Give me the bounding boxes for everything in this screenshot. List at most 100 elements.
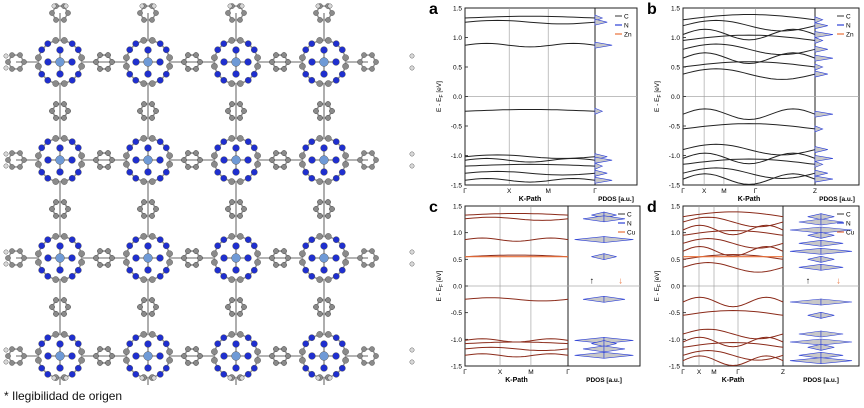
nitrogen-atom — [332, 272, 340, 280]
pdos-peak — [594, 176, 613, 184]
k-tick-label: M — [721, 188, 726, 195]
carbon-atom — [185, 346, 191, 352]
carbon-atom — [35, 152, 42, 160]
nitrogen-atom — [244, 40, 252, 48]
nitrogen-atom — [220, 272, 228, 280]
carbon-atom — [324, 178, 332, 185]
carbon-atom — [228, 135, 236, 142]
k-tick-label: X — [498, 369, 503, 376]
carbon-atom — [237, 213, 243, 219]
carbon-atom — [373, 157, 379, 163]
nitrogen-atom — [302, 364, 310, 372]
y-tick-label: 1.0 — [671, 230, 680, 237]
y-axis-label-unit: [eV] — [436, 81, 443, 95]
band-line — [464, 177, 596, 183]
nitrogen-atom — [244, 58, 252, 66]
carbon-atom — [148, 178, 156, 185]
nitrogen-atom — [68, 58, 76, 66]
pdos-peak — [807, 311, 822, 319]
nitrogen-atom — [56, 168, 64, 176]
carbon-atom — [109, 157, 115, 163]
carbon-atom — [281, 262, 287, 268]
pdos-peak — [789, 357, 822, 364]
carbon-atom — [53, 101, 59, 107]
pdos-peak — [814, 22, 828, 30]
y-tick-label: 0.5 — [671, 65, 680, 72]
pdos-peak — [789, 298, 822, 306]
band-line — [464, 42, 596, 48]
carbon-atom — [61, 213, 67, 219]
hydrogen-atom — [227, 3, 233, 9]
carbon-atom — [236, 80, 244, 87]
carbon-atom — [273, 164, 279, 170]
carbon-atom — [78, 152, 85, 160]
carbon-atom — [324, 331, 332, 338]
nitrogen-atom — [308, 138, 316, 146]
nitrogen-atom — [250, 340, 258, 348]
hydrogen-atom — [3, 163, 9, 169]
nitrogen-atom — [332, 370, 340, 378]
carbon-atom — [193, 66, 199, 72]
band-line — [682, 34, 816, 41]
nitrogen-atom — [250, 46, 258, 54]
carbon-atom — [78, 160, 85, 168]
carbon-atom — [9, 248, 15, 254]
hydrogen-atom — [3, 261, 9, 267]
carbon-atom — [281, 52, 287, 58]
carbon-atom — [313, 108, 319, 114]
legend-label: Cu — [846, 229, 855, 236]
carbon-atom — [236, 276, 244, 283]
carbon-atom — [361, 346, 367, 352]
carbon-atom — [329, 10, 335, 16]
carbon-atom — [229, 115, 235, 121]
metal-atom — [55, 253, 65, 263]
hydrogen-atom — [239, 375, 245, 381]
hydrogen-atom — [327, 3, 333, 9]
pdos-peak — [820, 357, 853, 364]
nitrogen-atom — [338, 340, 346, 348]
band-line — [464, 19, 596, 25]
k-tick-label: Γ — [593, 188, 597, 195]
hydrogen-atom — [151, 3, 157, 9]
nitrogen-atom — [44, 138, 52, 146]
nitrogen-atom — [132, 138, 140, 146]
carbon-atom — [166, 160, 173, 168]
hydrogen-atom — [409, 359, 415, 365]
carbon-atom — [373, 59, 379, 65]
carbon-atom — [193, 360, 199, 366]
hydrogen-atom — [151, 375, 157, 381]
carbon-atom — [299, 152, 306, 160]
carbon-atom — [185, 66, 191, 72]
pdos-peak — [798, 239, 822, 247]
carbon-atom — [299, 258, 306, 266]
nitrogen-atom — [68, 254, 76, 262]
carbon-atom — [166, 152, 173, 160]
carbon-atom — [17, 262, 23, 268]
carbon-atom — [35, 250, 42, 258]
carbon-atom — [153, 108, 159, 114]
nitrogen-atom — [308, 156, 316, 164]
carbon-atom — [369, 150, 375, 156]
nitrogen-atom — [332, 138, 340, 146]
nitrogen-atom — [220, 138, 228, 146]
carbon-atom — [237, 17, 243, 23]
k-path-label: K-Path — [519, 196, 542, 203]
carbon-atom — [273, 66, 279, 72]
carbon-atom — [35, 348, 42, 356]
carbon-atom — [166, 54, 173, 62]
carbon-atom — [105, 52, 111, 58]
band-line — [682, 52, 816, 65]
nitrogen-atom — [302, 242, 310, 250]
carbon-atom — [141, 115, 147, 121]
carbon-atom — [269, 59, 275, 65]
carbon-atom — [211, 62, 218, 70]
nitrogen-atom — [332, 40, 340, 48]
pdos-peak — [820, 351, 844, 359]
nitrogen-atom — [74, 144, 82, 152]
nitrogen-atom — [162, 46, 170, 54]
carbon-atom — [342, 62, 349, 70]
carbon-atom — [228, 37, 236, 44]
carbon-atom — [148, 331, 156, 338]
carbon-atom — [193, 346, 199, 352]
carbon-atom — [329, 108, 335, 114]
